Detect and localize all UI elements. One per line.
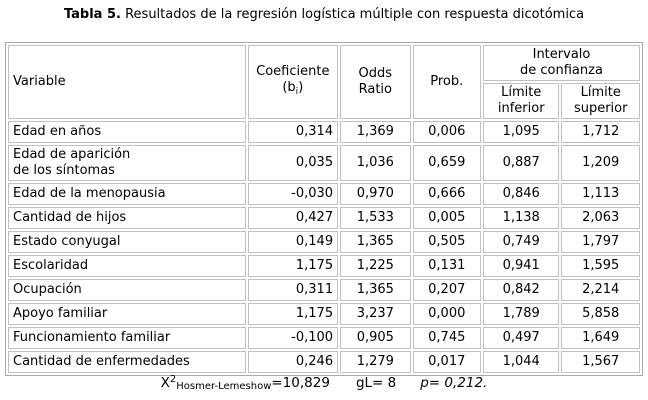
odds-ratio-cell: 1,279 xyxy=(340,351,411,373)
table-row: Cantidad de hijos 0,427 1,533 0,005 1,13… xyxy=(8,207,640,229)
ci-lower-cell: 1,789 xyxy=(482,303,560,325)
odds-ratio-cell: 1,365 xyxy=(340,279,411,301)
variable-cell: Cantidad de hijos xyxy=(8,207,246,229)
header-row-1: Variable Coeficiente (bi) Odds Ratio Prob… xyxy=(8,45,640,119)
variable-cell: Edad en años xyxy=(8,121,246,143)
prob-cell: 0,666 xyxy=(412,183,481,205)
ci-upper-cell: 2,214 xyxy=(561,279,640,301)
ci-lower-cell: 0,846 xyxy=(482,183,560,205)
table-row: Edad de aparición de los síntomas 0,035 … xyxy=(8,145,640,181)
col-header-variable: Variable xyxy=(8,45,246,119)
odds-ratio-cell: 0,905 xyxy=(340,327,411,349)
ci-lower-cell: 0,842 xyxy=(482,279,560,301)
ci-upper-cell: 2,063 xyxy=(561,207,640,229)
header-row-2: Límite inferior Límite superior xyxy=(8,83,640,119)
table-title-text: Resultados de la regresión logística múl… xyxy=(125,7,585,22)
col-header-prob: Prob. xyxy=(412,45,481,119)
table-title: Tabla 5. Resultados de la regresión logí… xyxy=(0,7,648,23)
ci-upper-cell: 1,649 xyxy=(561,327,640,349)
prob-cell: 0,659 xyxy=(412,145,481,181)
odds-ratio-cell: 1,225 xyxy=(340,255,411,277)
table-row: Edad en años 0,314 1,369 0,006 1,095 1,7… xyxy=(8,121,640,143)
coef-cell: 0,314 xyxy=(247,121,339,143)
coef-cell: 1,175 xyxy=(247,303,339,325)
ci-upper-cell: 5,858 xyxy=(561,303,640,325)
ci-lower-cell: 0,749 xyxy=(482,231,560,253)
table-row: Funcionamiento familiar -0,100 0,905 0,7… xyxy=(8,327,640,349)
ci-upper-cell: 1,113 xyxy=(561,183,640,205)
chi-square-subscript: Hosmer-Lemeshow xyxy=(176,381,272,392)
ci-lower-cell: 0,941 xyxy=(482,255,560,277)
odds-ratio-cell: 1,533 xyxy=(340,207,411,229)
prob-cell: 0,131 xyxy=(412,255,481,277)
table-row: Escolaridad 1,175 1,225 0,131 0,941 1,59… xyxy=(8,255,640,277)
table-row: Estado conyugal 0,149 1,365 0,505 0,749 … xyxy=(8,231,640,253)
table-row: Ocupación 0,311 1,365 0,207 0,842 2,214 xyxy=(8,279,640,301)
col-header-coeficiente: Coeficiente (bi) xyxy=(247,45,339,119)
variable-cell: Edad de aparición de los síntomas xyxy=(8,145,246,181)
odds-ratio-cell: 0,970 xyxy=(340,183,411,205)
ci-upper-cell: 1,567 xyxy=(561,351,640,373)
ci-lower-cell: 0,887 xyxy=(482,145,560,181)
table-title-label: Tabla 5. xyxy=(63,7,121,22)
prob-cell: 0,017 xyxy=(412,351,481,373)
table-row: Cantidad de enfermedades 0,246 1,279 0,0… xyxy=(8,351,640,373)
col-header-ci-lower: Límite inferior xyxy=(482,83,560,119)
table-header: Variable Coeficiente (bi) Odds Ratio Prob… xyxy=(8,45,640,119)
ci-upper-cell: 1,209 xyxy=(561,145,640,181)
ci-lower-cell: 1,095 xyxy=(482,121,560,143)
prob-cell: 0,006 xyxy=(412,121,481,143)
stats-footnote: X2Hosmer-Lemeshow=10,829 gL= 8 p= 0,212. xyxy=(0,374,648,392)
coef-cell: -0,030 xyxy=(247,183,339,205)
variable-cell: Escolaridad xyxy=(8,255,246,277)
variable-cell: Estado conyugal xyxy=(8,231,246,253)
ci-upper-cell: 1,712 xyxy=(561,121,640,143)
chi-square-statistic: X2Hosmer-Lemeshow=10,829 xyxy=(160,374,330,392)
coef-cell: 0,149 xyxy=(247,231,339,253)
variable-cell: Funcionamiento familiar xyxy=(8,327,246,349)
ci-lower-cell: 1,138 xyxy=(482,207,560,229)
odds-ratio-cell: 3,237 xyxy=(340,303,411,325)
ci-upper-cell: 1,797 xyxy=(561,231,640,253)
prob-cell: 0,207 xyxy=(412,279,481,301)
prob-cell: 0,000 xyxy=(412,303,481,325)
table-row: Apoyo familiar 1,175 3,237 0,000 1,789 5… xyxy=(8,303,640,325)
results-table: Variable Coeficiente (bi) Odds Ratio Prob… xyxy=(5,42,643,376)
variable-cell: Edad de la menopausia xyxy=(8,183,246,205)
ci-lower-cell: 1,044 xyxy=(482,351,560,373)
odds-ratio-cell: 1,369 xyxy=(340,121,411,143)
prob-cell: 0,505 xyxy=(412,231,481,253)
coef-cell: -0,100 xyxy=(247,327,339,349)
coef-cell: 0,035 xyxy=(247,145,339,181)
prob-cell: 0,745 xyxy=(412,327,481,349)
col-header-odds-ratio: Odds Ratio xyxy=(340,45,411,119)
degrees-of-freedom: gL= 8 xyxy=(355,375,397,391)
coef-subscript: i xyxy=(295,87,299,97)
coef-cell: 1,175 xyxy=(247,255,339,277)
ci-upper-cell: 1,595 xyxy=(561,255,640,277)
coef-cell: 0,246 xyxy=(247,351,339,373)
odds-ratio-cell: 1,365 xyxy=(340,231,411,253)
odds-ratio-cell: 1,036 xyxy=(340,145,411,181)
col-header-confidence-interval: Intervalo de confianza xyxy=(482,45,640,81)
p-value: p= 0,212. xyxy=(420,375,488,391)
table-row: Edad de la menopausia -0,030 0,970 0,666… xyxy=(8,183,640,205)
coef-cell: 0,311 xyxy=(247,279,339,301)
variable-cell: Cantidad de enfermedades xyxy=(8,351,246,373)
variable-cell: Ocupación xyxy=(8,279,246,301)
table-body: Edad en años 0,314 1,369 0,006 1,095 1,7… xyxy=(8,121,640,373)
variable-cell: Apoyo familiar xyxy=(8,303,246,325)
ci-lower-cell: 0,497 xyxy=(482,327,560,349)
prob-cell: 0,005 xyxy=(412,207,481,229)
col-header-ci-upper: Límite superior xyxy=(561,83,640,119)
coef-cell: 0,427 xyxy=(247,207,339,229)
